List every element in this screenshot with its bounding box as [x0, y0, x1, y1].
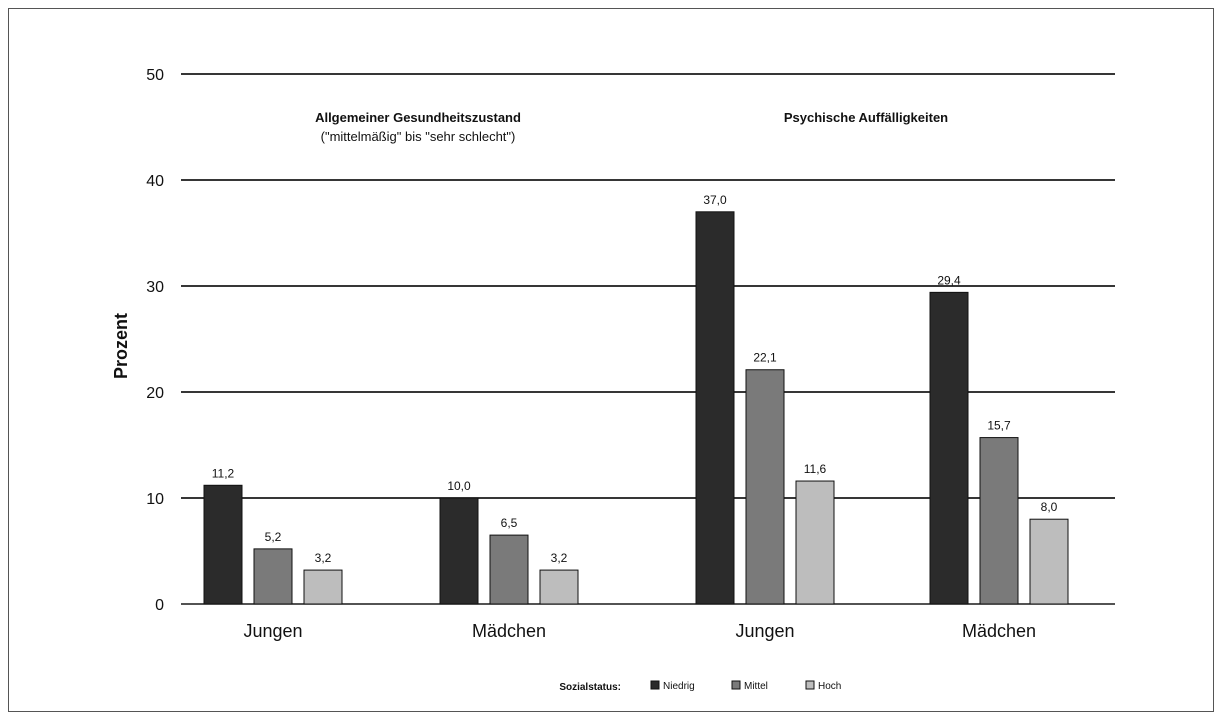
category-label: Jungen [735, 621, 794, 641]
value-label: 8,0 [1041, 500, 1058, 514]
category-label-layer: Jungen Mädchen Jungen Mädchen [243, 621, 1036, 641]
value-label: 3,2 [551, 551, 568, 565]
legend-swatch-mittel [731, 680, 741, 690]
bar-hoch [539, 569, 579, 605]
bar-chart: 0 10 20 30 40 50 11,2 5,2 3,2 10,0 6,5 3,2 37,0 22,1… [111, 67, 1115, 693]
bar-hoch [303, 569, 343, 605]
category-label: Jungen [243, 621, 302, 641]
y-tick-label: 50 [146, 67, 164, 84]
group-title-2: Psychische Auffälligkeiten [784, 110, 948, 125]
y-tick-label: 0 [155, 597, 164, 614]
bar-niedrig [203, 484, 243, 605]
grid-layer [181, 73, 1115, 605]
bar-niedrig [439, 497, 479, 605]
bar-hoch [1029, 518, 1069, 605]
value-label: 5,2 [265, 530, 282, 544]
legend-label-mittel: Mittel [744, 681, 768, 692]
value-label: 3,2 [315, 551, 332, 565]
legend-label-hoch: Hoch [818, 681, 841, 692]
bar-niedrig [695, 211, 735, 605]
value-label: 10,0 [447, 479, 471, 493]
value-label: 6,5 [501, 516, 518, 530]
value-label: 29,4 [937, 273, 961, 287]
value-label: 37,0 [703, 193, 727, 207]
value-label: 22,1 [753, 351, 777, 365]
y-tick-label: 40 [146, 173, 164, 190]
category-label: Mädchen [962, 621, 1036, 641]
bar-mittel [253, 548, 293, 605]
legend-swatch-niedrig [650, 680, 660, 690]
bar-mittel [979, 437, 1019, 605]
legend-title: Sozialstatus: [559, 682, 621, 693]
group-title-1: Allgemeiner Gesundheitszustand [315, 110, 521, 125]
value-label: 15,7 [987, 419, 1011, 433]
category-label: Mädchen [472, 621, 546, 641]
chart-frame: 0 10 20 30 40 50 11,2 5,2 3,2 10,0 6,5 3,2 37,0 22,1… [8, 8, 1214, 712]
group-subtitle-1: ("mittelmäßig" bis "sehr schlecht") [321, 129, 516, 144]
y-tick-layer: 0 10 20 30 40 50 [146, 67, 164, 614]
y-tick-label: 10 [146, 491, 164, 508]
bar-mittel [745, 369, 785, 605]
bar-hoch [795, 480, 835, 605]
value-label: 11,2 [212, 466, 235, 480]
y-axis-label: Prozent [111, 313, 131, 379]
value-label-layer: 11,2 5,2 3,2 10,0 6,5 3,2 37,0 22,1 11,6 29,4 15,7… [212, 193, 1058, 565]
legend-label-niedrig: Niedrig [663, 681, 695, 692]
legend-swatch-hoch [805, 680, 815, 690]
legend: Sozialstatus: Niedrig Mittel Hoch [559, 680, 841, 693]
y-tick-label: 20 [146, 385, 164, 402]
bar-layer [203, 211, 1069, 605]
bar-mittel [489, 534, 529, 605]
y-tick-label: 30 [146, 279, 164, 296]
value-label: 11,6 [804, 462, 827, 476]
bar-niedrig [929, 291, 969, 605]
